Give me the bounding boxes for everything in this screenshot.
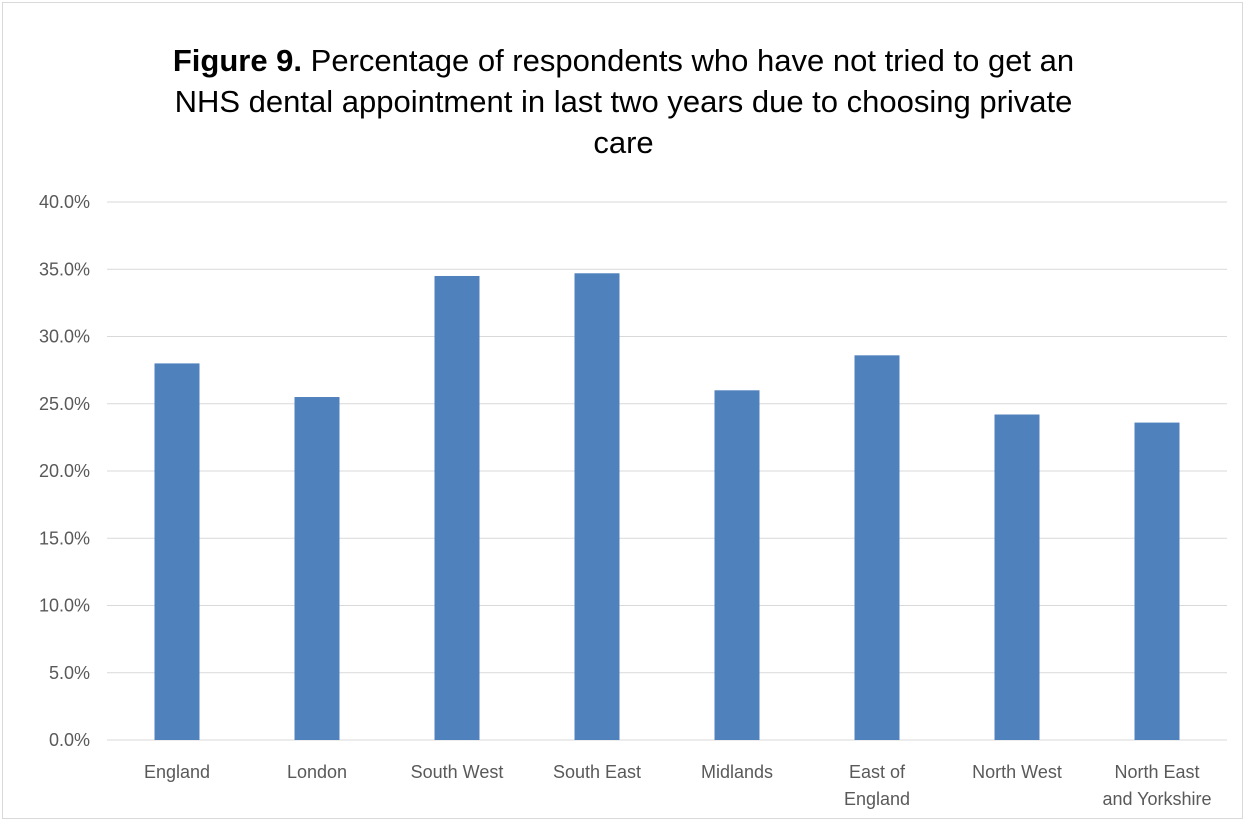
- x-tick-label: South East: [553, 762, 641, 782]
- bar: [294, 397, 340, 740]
- bar: [854, 355, 900, 740]
- y-tick-label: 30.0%: [39, 327, 90, 347]
- y-tick-label: 5.0%: [49, 663, 90, 683]
- x-tick-label: East of England: [844, 762, 910, 809]
- y-tick-label: 15.0%: [39, 528, 90, 548]
- chart-title: Figure 9. Percentage of respondents who …: [0, 40, 1247, 163]
- gridlines: [107, 201, 1227, 741]
- x-tick-label: South West: [411, 762, 504, 782]
- bar: [714, 390, 760, 740]
- x-tick-label: England: [144, 762, 210, 782]
- x-tick-label: London: [287, 762, 347, 782]
- y-tick-label: 10.0%: [39, 596, 90, 616]
- bar: [434, 275, 480, 740]
- y-tick-label: 0.0%: [49, 730, 90, 750]
- bar: [154, 363, 200, 740]
- bar: [574, 273, 620, 740]
- y-tick-label: 25.0%: [39, 394, 90, 414]
- y-tick-label: 20.0%: [39, 461, 90, 481]
- bars: [154, 273, 1180, 740]
- y-tick-label: 40.0%: [39, 192, 90, 212]
- bar: [994, 414, 1040, 740]
- x-tick-label: North West: [972, 762, 1062, 782]
- chart-title-prefix: Figure 9.: [172, 43, 303, 78]
- x-axis-ticks: England London South West South East Midland…: [144, 762, 1212, 809]
- chart-title-text: Percentage of respondents who have not t…: [174, 43, 1075, 160]
- x-tick-label: Midlands: [701, 762, 773, 782]
- y-axis-ticks: 0.0% 5.0% 10.0% 15.0% 20.0% 25.0% 30.0% 35.0% 40…: [39, 192, 90, 750]
- y-tick-label: 35.0%: [39, 259, 90, 279]
- x-tick-label: North East and Yorkshire: [1102, 762, 1211, 809]
- bar: [1134, 422, 1180, 740]
